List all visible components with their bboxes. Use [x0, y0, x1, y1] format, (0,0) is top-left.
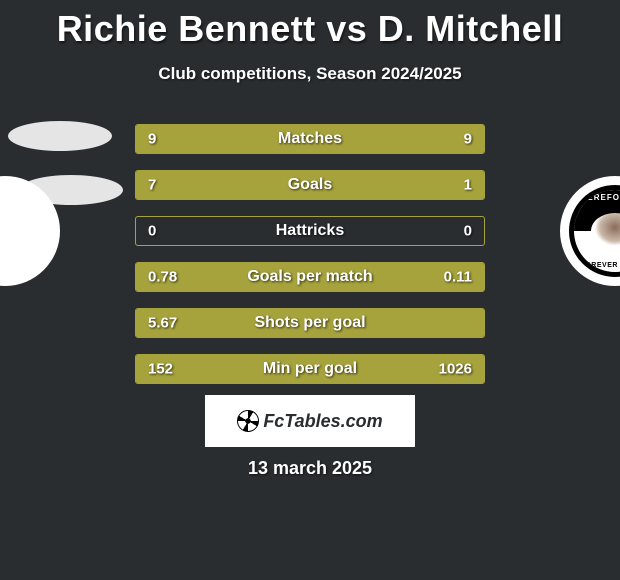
crest-bottom-text: FOREVER UNITED: [574, 262, 620, 269]
snapshot-date: 13 march 2025: [0, 458, 620, 479]
bar-fill-right: [407, 263, 484, 291]
bar-fill-left: [136, 125, 310, 153]
bar-row: Matches99: [135, 124, 485, 154]
bar-fill-left: [136, 355, 310, 383]
soccer-ball-icon: [237, 410, 259, 432]
comparison-bars: Matches99 Goals71 Hattricks0 0 Goals per mat…: [135, 124, 485, 400]
bar-fill-right: [310, 355, 484, 383]
bar-row: Shots per goal5.67: [135, 308, 485, 338]
bar-row: Goals per match0.780.11: [135, 262, 485, 292]
club-crest-icon: HEREFORD FC FOREVER UNITED: [569, 185, 620, 277]
bar-fill-left: [136, 263, 407, 291]
page-title: Richie Bennett vs D. Mitchell: [0, 0, 620, 50]
bar-value-left: 0: [148, 223, 156, 240]
bar-row: Goals71: [135, 170, 485, 200]
crest-top-text: HEREFORD FC: [574, 193, 620, 202]
bar-row: Min per goal1521026: [135, 354, 485, 384]
branding-text: FcTables.com: [263, 411, 382, 432]
bar-fill-right: [310, 125, 484, 153]
avatar-shadow-1: [8, 121, 112, 151]
bar-fill-left: [136, 171, 400, 199]
bar-value-right: 0: [464, 223, 472, 240]
season-subtitle: Club competitions, Season 2024/2025: [0, 64, 620, 84]
fctables-logo: FcTables.com: [237, 410, 382, 432]
bar-metric-label: Hattricks: [136, 222, 484, 240]
bar-row: Hattricks0 0: [135, 216, 485, 246]
bar-fill-right: [400, 171, 484, 199]
bar-fill-left: [136, 309, 484, 337]
branding-box: FcTables.com: [205, 395, 415, 447]
player-right-avatar: HEREFORD FC FOREVER UNITED: [560, 176, 620, 286]
